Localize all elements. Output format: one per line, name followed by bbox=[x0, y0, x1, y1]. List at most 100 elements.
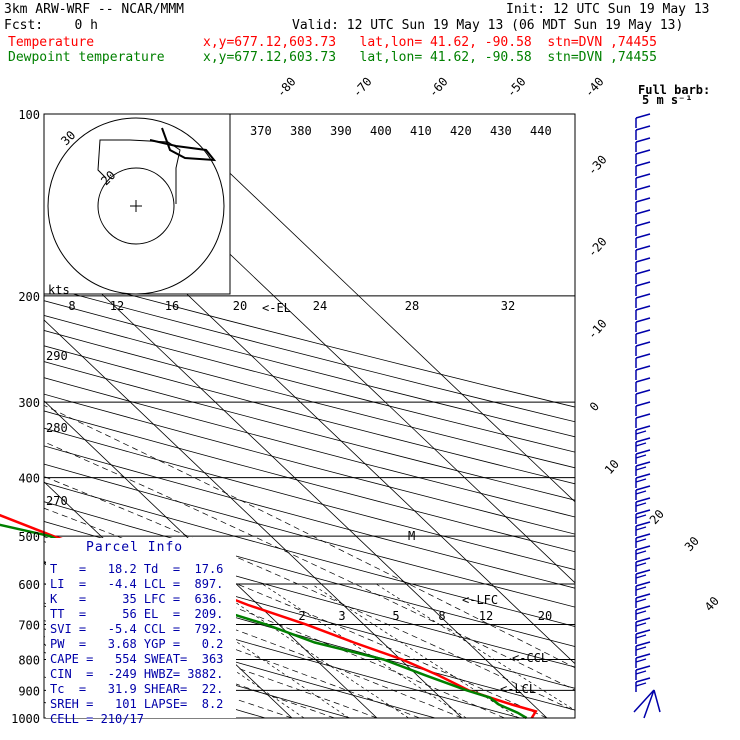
wind-barb-flag bbox=[635, 490, 647, 495]
wind-barb-flag bbox=[635, 466, 647, 471]
mixing-ratio-label: 2 bbox=[298, 609, 305, 623]
dry-adiabat bbox=[44, 605, 436, 718]
wind-barb-flag bbox=[635, 682, 647, 687]
wind-barb-flag bbox=[635, 425, 651, 431]
dry-adiabat bbox=[44, 285, 575, 423]
isotherm-label: -60 bbox=[426, 75, 451, 100]
pressure-tick-label: 100 bbox=[18, 108, 40, 122]
level-annotation: <-LCL bbox=[500, 682, 536, 696]
speed-tick-label: 12 bbox=[110, 299, 124, 313]
parcel-info-title: Parcel Info bbox=[86, 540, 184, 555]
wind-barb-flag bbox=[635, 454, 647, 459]
isotherm-line bbox=[44, 400, 378, 718]
wind-barb-flag bbox=[635, 461, 651, 467]
wind-barb-flag bbox=[635, 610, 647, 615]
forecast-hour: Fcst: 0 h bbox=[4, 18, 98, 33]
wind-barb-flag bbox=[635, 317, 651, 323]
wind-legend-unit: 5 m s⁻¹ bbox=[642, 93, 693, 107]
parcel-info-box: Parcel Info T = 18.2 Td = 17.6 LI = -4.4 … bbox=[46, 538, 236, 726]
wind-barb-flag bbox=[635, 545, 651, 551]
pressure-tick-label: 600 bbox=[18, 578, 40, 592]
pressure-tick-label: 200 bbox=[18, 290, 40, 304]
isotherm-label: 40 bbox=[702, 594, 722, 614]
valid-time: Valid: 12 UTC Sun 19 May 13 (06 MDT Sun … bbox=[292, 18, 684, 33]
parcel-info-row: LI = -4.4 LCL = 897. bbox=[50, 577, 224, 591]
dry-adiabat bbox=[44, 345, 575, 485]
wind-barb-flag bbox=[635, 233, 651, 239]
wind-barb-flag bbox=[635, 221, 651, 227]
parcel-info-row: K = 35 LFC = 636. bbox=[50, 592, 224, 606]
wind-barb-flag bbox=[635, 473, 651, 479]
mixing-ratio-label: 3 bbox=[338, 609, 345, 623]
mixing-ratio-label: 12 bbox=[479, 609, 493, 623]
wind-barbs: Full barb:5 m s⁻¹ bbox=[633, 83, 710, 719]
parcel-info-row: Tc = 31.9 SHEAR= 22. bbox=[50, 682, 224, 696]
wind-barb bbox=[633, 689, 661, 719]
mixing-ratio-label: 8 bbox=[438, 609, 445, 623]
wind-barb-flag bbox=[635, 329, 651, 335]
isotherm-label: 30 bbox=[682, 534, 702, 554]
parcel-info-row: SVI = -5.4 CCL = 792. bbox=[50, 622, 224, 636]
model-title: 3km ARW-WRF -- NCAR/MMM bbox=[4, 2, 185, 17]
wind-barb-flag bbox=[635, 377, 651, 383]
parcel-info-row: TT = 56 EL = 209. bbox=[50, 607, 224, 621]
wind-barb-flag bbox=[635, 581, 651, 587]
mixing-ratio-line bbox=[262, 583, 467, 718]
wind-barb-flag bbox=[635, 598, 647, 603]
isotherm-label: -30 bbox=[585, 153, 610, 178]
wind-barb-flag bbox=[635, 485, 651, 491]
wind-barb-flag bbox=[635, 574, 647, 579]
wind-barb-flag bbox=[635, 257, 651, 263]
wind-barb-flag bbox=[635, 533, 651, 539]
isotherm-line bbox=[44, 238, 548, 718]
wind-legend-title: Full barb: bbox=[638, 83, 710, 97]
moist-adiabat bbox=[44, 441, 575, 691]
parcel-info-row: CELL = 210/17 bbox=[50, 712, 144, 726]
level-annotation: <-LFC bbox=[462, 593, 498, 607]
wind-barb-flag bbox=[635, 305, 651, 311]
wind-barb-flag bbox=[635, 389, 651, 395]
wind-barb-flag bbox=[635, 593, 651, 599]
wind-barb-flag bbox=[635, 586, 647, 591]
speed-tick-label: 20 bbox=[233, 299, 247, 313]
dry-adiabat bbox=[44, 330, 575, 469]
dry-adiabat-label: 270 bbox=[46, 494, 68, 508]
isotherm-label: 10 bbox=[602, 457, 622, 477]
temperature-location: x,y=677.12,603.73 lat,lon= 41.62, -90.58… bbox=[203, 35, 657, 50]
isotherm-line bbox=[167, 114, 575, 503]
wind-barb-flag bbox=[635, 646, 647, 651]
moist-adiabat bbox=[44, 507, 548, 718]
theta-label: 430 bbox=[490, 124, 512, 138]
mixing-ratio-line bbox=[207, 583, 409, 718]
dry-adiabat bbox=[44, 583, 521, 718]
temperature-legend: Temperature bbox=[8, 35, 95, 50]
init-time: Init: 12 UTC Sun 19 May 13 bbox=[506, 2, 710, 17]
isotherm-label: -70 bbox=[350, 75, 375, 100]
wind-barb-flag bbox=[635, 641, 651, 647]
speed-tick-label: 28 bbox=[405, 299, 419, 313]
dry-adiabat bbox=[44, 445, 575, 589]
dry-adiabat-label: 290 bbox=[46, 349, 68, 363]
wind-barb-flag bbox=[635, 569, 651, 575]
dry-adiabat bbox=[44, 300, 575, 438]
level-annotation: M bbox=[408, 529, 415, 543]
wind-barb-flag bbox=[635, 430, 647, 435]
wind-barb-flag bbox=[635, 353, 651, 359]
wind-barb-flag bbox=[635, 341, 651, 347]
wind-barb-flag bbox=[635, 113, 651, 119]
wind-barb-flag bbox=[635, 634, 647, 639]
plot-frame bbox=[43, 113, 576, 719]
isotherm-label: -10 bbox=[585, 317, 610, 342]
hodograph-speed-unit: kts bbox=[48, 283, 70, 297]
wind-barb-flag bbox=[635, 605, 651, 611]
theta-label: 370 bbox=[250, 124, 272, 138]
hodograph-trace bbox=[149, 127, 217, 162]
dry-adiabat bbox=[44, 427, 575, 571]
wind-barb-flag bbox=[635, 670, 647, 675]
wind-barb-flag bbox=[635, 478, 647, 483]
theta-label: 440 bbox=[530, 124, 552, 138]
wind-barb-flag bbox=[635, 653, 651, 659]
moist-adiabat bbox=[44, 561, 463, 718]
pressure-tick-label: 500 bbox=[18, 530, 40, 544]
level-annotation: <-EL bbox=[262, 301, 291, 315]
